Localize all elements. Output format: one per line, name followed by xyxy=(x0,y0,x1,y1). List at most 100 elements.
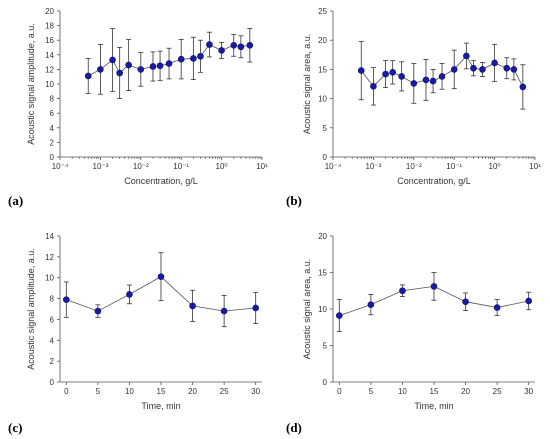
data-point xyxy=(429,77,437,85)
data-point xyxy=(463,52,470,60)
x-tick-label: 20 xyxy=(461,387,470,396)
data-point xyxy=(177,55,185,63)
panel-label: (a) xyxy=(8,193,23,208)
chart-panel-a: 0 2 4 6 8 10 12 14 16 18 20 10⁻⁴ 10⁻³ 10⁻² 10⁻¹ 10⁰ 10¹ C… xyxy=(8,7,268,208)
x-tick-label: 5 xyxy=(369,387,374,396)
data-point xyxy=(430,283,438,290)
x-tick-label: 30 xyxy=(524,387,533,396)
x-tick-label: 10⁻¹ xyxy=(173,162,189,171)
x-tick-label: 10⁰ xyxy=(489,162,501,171)
panel-label: (d) xyxy=(286,420,302,435)
data-point xyxy=(398,73,405,80)
chart-panel-d: 0 5 10 15 20 0 5 10 15 20 25 30 Time, min Acoustic si… xyxy=(286,232,535,435)
data-point xyxy=(94,307,102,315)
data-point xyxy=(157,273,165,280)
chart-panel-c: 0 2 4 6 8 10 12 14 0 5 10 15 20 25 30 Time, min Acoustic… xyxy=(8,232,262,435)
y-tick-label: 8 xyxy=(50,295,55,304)
x-tick-label: 10⁻⁴ xyxy=(325,162,342,171)
panel-label: (b) xyxy=(286,193,302,208)
y-tick-label: 18 xyxy=(45,22,54,31)
data-point xyxy=(503,64,511,72)
x-axis-label: Time, min xyxy=(414,401,453,411)
x-tick-label: 10¹ xyxy=(529,162,541,171)
data-point xyxy=(84,72,92,80)
data-point xyxy=(97,66,104,73)
data-point xyxy=(206,41,213,48)
data-point xyxy=(189,302,196,310)
data-point xyxy=(126,291,133,298)
y-tick-label: 6 xyxy=(50,315,55,324)
panel-label: (c) xyxy=(8,420,22,435)
data-point xyxy=(63,296,70,303)
data-point xyxy=(137,66,145,73)
y-tick-label: 4 xyxy=(50,336,55,345)
data-point xyxy=(399,287,406,295)
x-tick-label: 5 xyxy=(96,387,101,396)
y-tick-label: 12 xyxy=(45,253,54,262)
y-tick-label: 0 xyxy=(323,153,328,162)
x-tick-label: 10⁻³ xyxy=(93,162,109,171)
y-tick-label: 20 xyxy=(318,232,327,241)
y-tick-label: 8 xyxy=(50,95,55,104)
data-point xyxy=(410,80,418,87)
data-point xyxy=(367,301,375,308)
y-tick-label: 10 xyxy=(45,80,54,89)
data-point xyxy=(218,47,225,54)
y-tick-label: 10 xyxy=(318,305,327,314)
y-axis-label: Acoustic signal amplitude, a.u. xyxy=(26,23,36,145)
x-tick-label: 10⁻² xyxy=(133,162,149,171)
data-point xyxy=(438,73,446,80)
data-point xyxy=(336,312,343,319)
data-point xyxy=(237,43,245,51)
data-point xyxy=(525,297,532,305)
data-point xyxy=(165,60,173,67)
y-tick-label: 6 xyxy=(50,109,55,118)
y-axis-label: Acoustic signal area, a.u. xyxy=(302,259,312,360)
y-tick-label: 10 xyxy=(45,274,54,283)
y-tick-label: 20 xyxy=(318,36,327,45)
y-tick-label: 5 xyxy=(323,342,328,351)
x-tick-label: 0 xyxy=(64,387,69,396)
y-tick-label: 5 xyxy=(323,124,328,133)
x-tick-label: 15 xyxy=(430,387,439,396)
y-tick-label: 4 xyxy=(50,124,55,133)
y-tick-label: 14 xyxy=(45,232,54,241)
data-point xyxy=(450,66,458,73)
x-axis-label: Concentration, g/L xyxy=(397,176,471,186)
data-point xyxy=(220,307,228,315)
data-point xyxy=(479,66,486,73)
y-tick-label: 16 xyxy=(45,36,54,45)
x-tick-label: 25 xyxy=(493,387,502,396)
y-tick-label: 15 xyxy=(318,269,327,278)
y-tick-label: 10 xyxy=(318,95,327,104)
x-tick-label: 10⁻² xyxy=(406,162,422,171)
x-axis-label: Concentration, g/L xyxy=(124,176,198,186)
x-tick-label: 30 xyxy=(251,387,260,396)
x-axis-label: Time, min xyxy=(141,401,180,411)
y-axis-label: Acoustic signal area, a.u. xyxy=(302,34,312,135)
data-point xyxy=(252,304,259,312)
data-point xyxy=(156,62,164,70)
x-tick-label: 10 xyxy=(398,387,407,396)
data-point xyxy=(230,42,238,49)
data-point xyxy=(510,66,518,73)
y-tick-label: 15 xyxy=(318,65,327,74)
y-tick-label: 20 xyxy=(45,7,54,16)
data-point xyxy=(370,83,377,90)
data-point xyxy=(462,298,469,306)
data-point xyxy=(190,55,197,62)
x-tick-label: 0 xyxy=(337,387,342,396)
y-tick-label: 2 xyxy=(50,138,55,147)
y-tick-label: 0 xyxy=(50,153,55,162)
y-tick-label: 25 xyxy=(318,7,327,16)
data-point xyxy=(422,76,430,84)
y-tick-label: 0 xyxy=(50,378,55,387)
x-tick-label: 15 xyxy=(157,387,166,396)
chart-panel-b: 0 5 10 15 20 25 10⁻⁴ 10⁻³ 10⁻² 10⁻¹ 10⁰ 10¹ Concentr… xyxy=(286,7,541,208)
data-point xyxy=(116,69,123,77)
x-tick-label: 10⁻⁴ xyxy=(52,162,69,171)
x-tick-label: 10⁻¹ xyxy=(446,162,462,171)
data-point xyxy=(357,67,365,74)
data-point xyxy=(197,52,204,60)
